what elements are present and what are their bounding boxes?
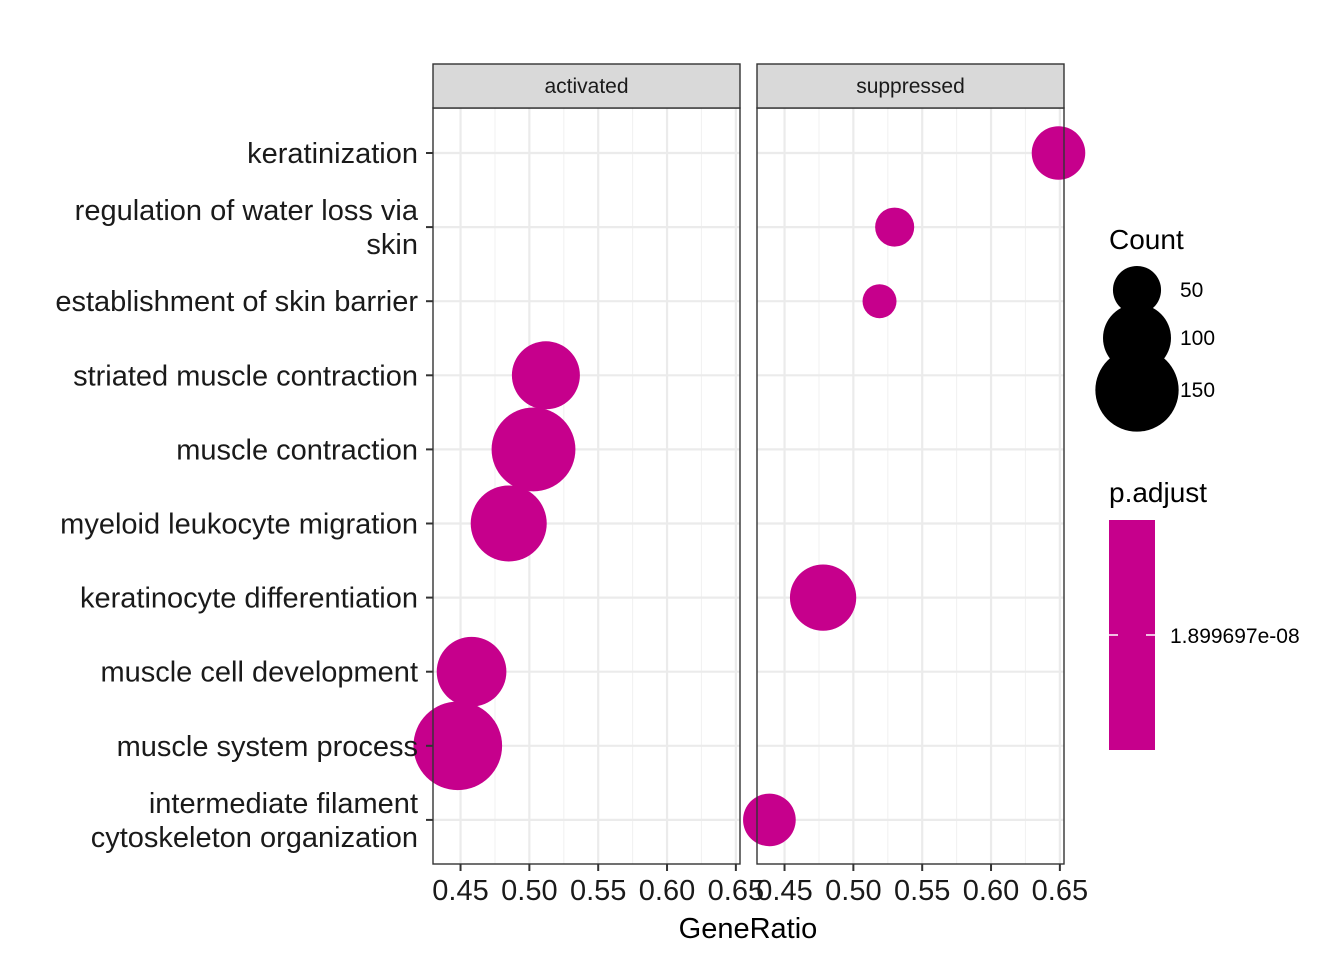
y-tick-label: muscle cell development (100, 657, 418, 689)
x-tick-label: 0.50 (501, 875, 557, 907)
data-point (875, 207, 915, 247)
y-tick-label: regulation of water loss via skin (75, 195, 419, 261)
y-tick-label: keratinization (247, 138, 418, 170)
facet-strip-activated (432, 63, 741, 109)
x-tick-label: 0.55 (570, 875, 626, 907)
data-point (743, 793, 796, 847)
size-legend-label: 150 (1180, 379, 1215, 402)
size-legend-key (1112, 265, 1162, 315)
data-point (436, 636, 507, 707)
frame-layer: activated suppressed (432, 63, 1065, 865)
size-legend-key (1095, 348, 1179, 432)
points-layer (413, 126, 1086, 847)
size-legend-label: 50 (1180, 279, 1203, 302)
data-point (413, 701, 503, 791)
data-point (511, 341, 580, 410)
x-axis-title: GeneRatio (679, 913, 818, 945)
x-tick-label: 0.65 (708, 875, 764, 907)
x-tick-label: 0.50 (825, 875, 881, 907)
x-tick-label: 0.45 (432, 875, 488, 907)
y-tick-label: establishment of skin barrier (55, 286, 418, 318)
data-point (789, 564, 857, 631)
x-tick-label: 0.65 (1032, 875, 1088, 907)
y-tick-label: keratinocyte differentiation (80, 583, 418, 615)
x-tick-label: 0.60 (963, 875, 1019, 907)
axis-layer: 0.45 0.50 0.55 0.60 0.650.45 0.50 0.55 0.60 0.65… (55, 138, 1088, 907)
facet-strip-suppressed (756, 63, 1065, 109)
data-point (470, 485, 547, 562)
x-tick-label: 0.55 (894, 875, 950, 907)
y-tick-label: muscle contraction (176, 434, 418, 466)
color-legend-label: 1.899697e-08 (1170, 625, 1300, 648)
size-legend-title: Count (1109, 224, 1184, 255)
y-tick-label: myeloid leukocyte migration (60, 509, 418, 541)
data-point (1031, 126, 1086, 180)
grid-layer (433, 108, 1064, 864)
data-point (862, 284, 897, 319)
y-tick-label: intermediate filament cytoskeleton organi… (91, 788, 418, 854)
color-legend-title: p.adjust (1109, 477, 1207, 508)
legend: Count 50 100 150 p.adjust 1.899697e-08 (1095, 224, 1300, 750)
x-tick-label: 0.60 (639, 875, 695, 907)
data-point (491, 407, 576, 492)
x-tick-label: 0.45 (756, 875, 812, 907)
facet-label-activated: activated (544, 75, 628, 98)
size-legend-label: 100 (1180, 327, 1215, 350)
y-tick-label: muscle system process (117, 731, 418, 763)
facet-label-suppressed: suppressed (856, 75, 965, 98)
y-tick-label: striated muscle contraction (73, 360, 418, 392)
